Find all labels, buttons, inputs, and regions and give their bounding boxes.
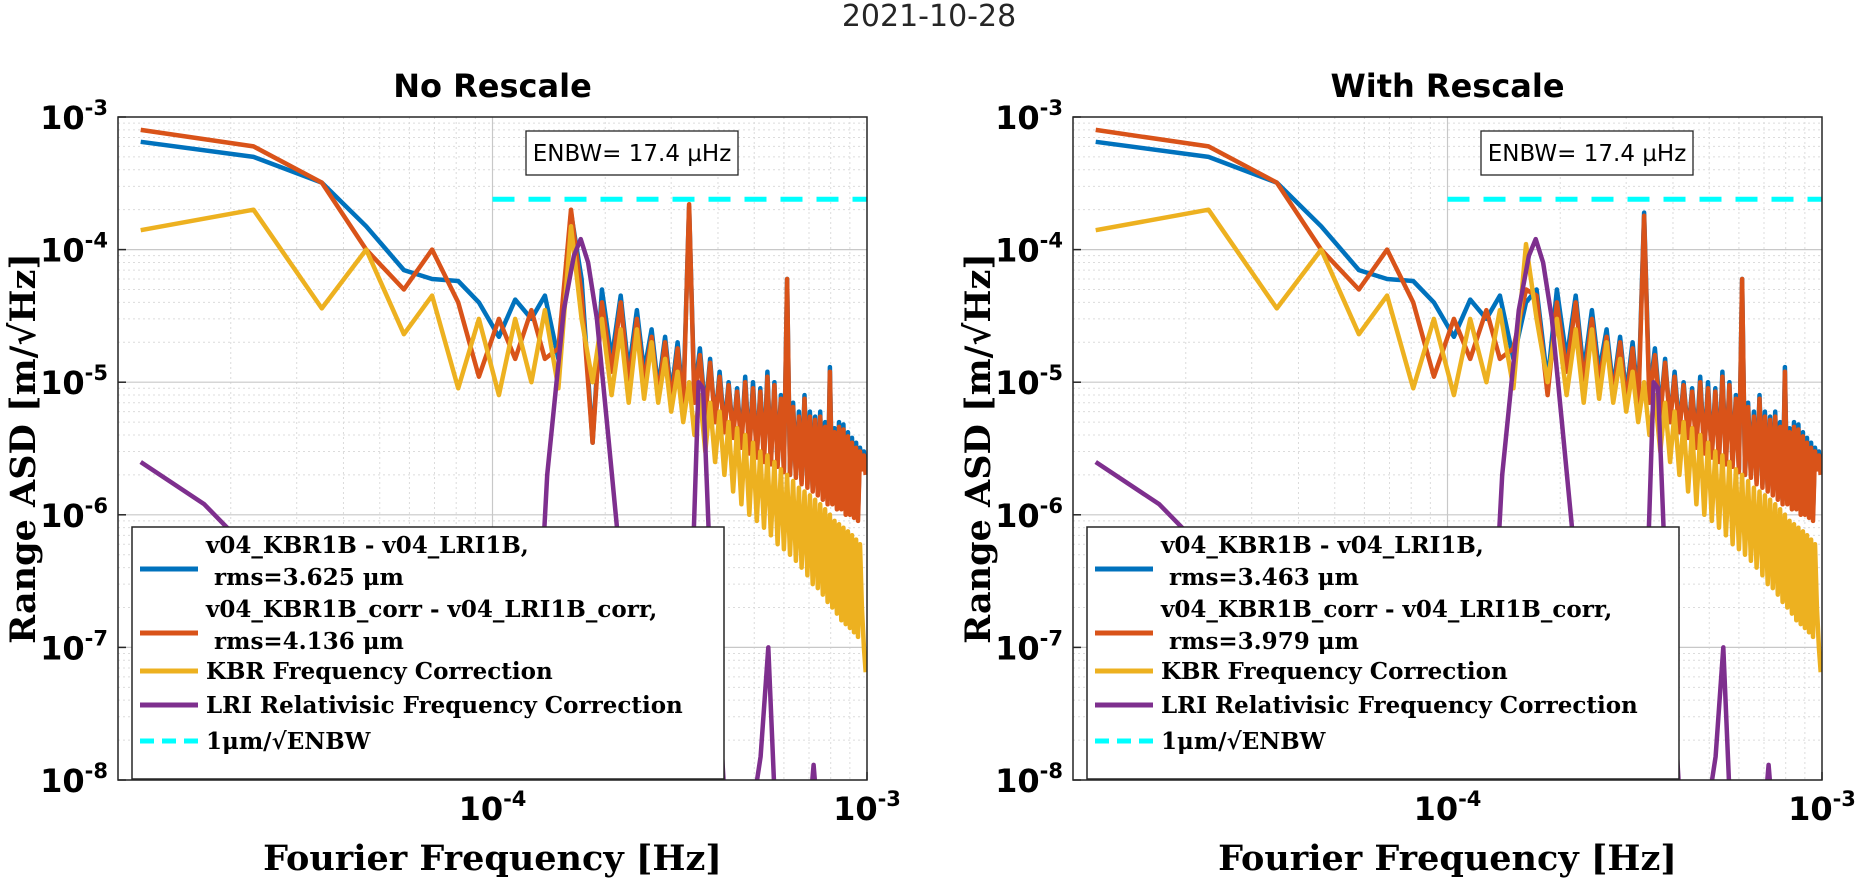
legend: v04_KBR1B - v04_LRI1B, rms=3.463 μm v04_KB…: [1086, 526, 1680, 780]
y-tick-label: 10-6: [40, 494, 108, 535]
enbw-box: [1480, 130, 1694, 176]
series-group: [139, 127, 867, 780]
enbw-box: [525, 130, 739, 176]
y-axis-label: Range ASD [m/√Hz]: [3, 253, 44, 644]
y-axis-label: Range ASD [m/√Hz]: [958, 253, 999, 644]
x-axis-label: Fourier Frequency [Hz]: [1218, 838, 1677, 879]
legend-label-0-rms: rms=3.625 μm: [214, 564, 404, 591]
y-tick-label: 10-6: [995, 494, 1063, 535]
legend-label-3: LRI Relativisic Frequency Correction: [206, 692, 683, 719]
series-group: [1094, 127, 1822, 780]
legend-label-0-rms: rms=3.463 μm: [1169, 564, 1359, 591]
x-axis-label: Fourier Frequency [Hz]: [263, 838, 722, 879]
legend-box: [131, 526, 725, 780]
panel-with-rescale: With Rescale 10-3 10-4 10-5 10-6 10-7 10-8 10-4…: [958, 67, 1856, 879]
y-tick-label: 10-5: [40, 361, 108, 402]
legend-label-4: 1μm/√ENBW: [206, 728, 372, 755]
legend-label-1-rms: rms=4.136 μm: [214, 628, 404, 655]
y-tick-label: 10-4: [995, 229, 1063, 270]
y-tick-label: 10-7: [995, 626, 1063, 667]
enbw-annotation: ENBW= 17.4 µHz: [525, 130, 739, 176]
series-line-2: [140, 207, 867, 673]
legend-label-4: 1μm/√ENBW: [1161, 728, 1327, 755]
legend-box: [1086, 526, 1680, 780]
figure-suptitle: 2021-10-28: [842, 0, 1016, 34]
enbw-text: ENBW= 17.4 µHz: [533, 141, 732, 167]
legend-label-0: v04_KBR1B - v04_LRI1B,: [1160, 532, 1484, 559]
y-tick-label: 10-8: [995, 759, 1063, 800]
legend-label-2: KBR Frequency Correction: [1161, 658, 1508, 685]
panel-title: With Rescale: [1330, 67, 1564, 105]
x-tick-label: 10-4: [459, 787, 527, 828]
x-tick-label: 10-4: [1414, 787, 1482, 828]
y-tick-label: 10-7: [40, 626, 108, 667]
y-tick-label: 10-5: [995, 361, 1063, 402]
enbw-text: ENBW= 17.4 µHz: [1488, 141, 1687, 167]
enbw-annotation: ENBW= 17.4 µHz: [1480, 130, 1694, 176]
series-line-2: [1095, 207, 1822, 673]
legend-label-2: KBR Frequency Correction: [206, 658, 553, 685]
y-tick-label: 10-3: [40, 96, 108, 137]
y-tick-label: 10-8: [40, 759, 108, 800]
legend-label-0: v04_KBR1B - v04_LRI1B,: [205, 532, 529, 559]
y-tick-label: 10-4: [40, 229, 108, 270]
series-line-1: [1095, 127, 1822, 524]
x-tick-label: 10-3: [833, 787, 901, 828]
y-tick-label: 10-3: [995, 96, 1063, 137]
legend-label-1: v04_KBR1B_corr - v04_LRI1B_corr,: [1160, 596, 1612, 623]
panel-title: No Rescale: [393, 67, 592, 105]
legend-label-1-rms: rms=3.979 μm: [1169, 628, 1359, 655]
legend-label-1: v04_KBR1B_corr - v04_LRI1B_corr,: [205, 596, 657, 623]
x-tick-label: 10-3: [1788, 787, 1856, 828]
legend-label-3: LRI Relativisic Frequency Correction: [1161, 692, 1638, 719]
legend: v04_KBR1B - v04_LRI1B, rms=3.625 μm v04_KB…: [131, 526, 725, 780]
panel-no-rescale: No Rescale 10-3 10-4 10-5 10-6 10-7 10-8 10-4 10…: [3, 67, 901, 879]
